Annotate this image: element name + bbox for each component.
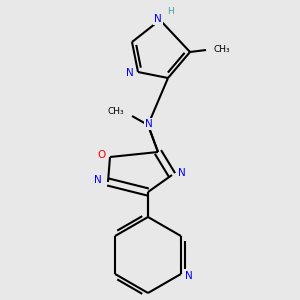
Text: N: N xyxy=(178,168,186,178)
Text: CH₃: CH₃ xyxy=(107,106,124,116)
Text: N: N xyxy=(94,175,102,185)
Text: N: N xyxy=(185,271,193,281)
Text: O: O xyxy=(98,150,106,160)
Text: H: H xyxy=(167,8,173,16)
Text: CH₃: CH₃ xyxy=(214,46,231,55)
Text: N: N xyxy=(145,119,153,129)
Text: N: N xyxy=(126,68,134,78)
Text: N: N xyxy=(154,14,162,24)
